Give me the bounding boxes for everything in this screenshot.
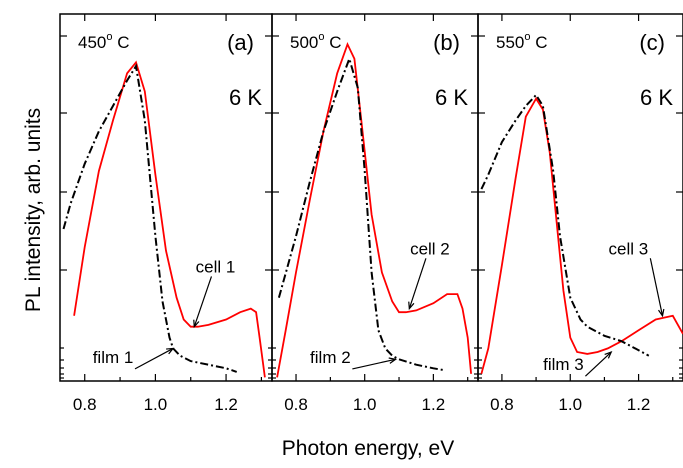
annotation-arrow	[649, 258, 664, 316]
annotation-arrow	[193, 276, 213, 327]
x-tick-label: 1.0	[353, 395, 377, 414]
panel-c-frame	[477, 13, 683, 382]
x-tick-label: 1.0	[144, 395, 168, 414]
x-axis-label: Photon energy, eV	[282, 437, 454, 460]
panel-b: 0.8 1.0 1.2 cell 2 film 2 500o C (b) 6 K	[271, 13, 479, 414]
annotation-arrow	[585, 351, 612, 377]
annotation-label: film 2	[310, 348, 351, 367]
arrow-head	[658, 308, 665, 318]
x-tick-label: 1.2	[422, 395, 446, 414]
series-film-3	[480, 93, 650, 357]
series-cell-3	[480, 96, 683, 375]
measurement-temperature: 6 K	[435, 85, 468, 110]
panel-label: (a)	[227, 30, 254, 55]
temperature-label: 550o C	[496, 31, 548, 52]
panel-label: (b)	[433, 30, 460, 55]
x-tick-label: 1.2	[214, 395, 238, 414]
x-tick-label: 0.8	[73, 395, 97, 414]
y-axis-label: PL intensity, arb. units	[22, 108, 45, 312]
annotation-arrow	[134, 347, 174, 370]
x-tick-label: 1.0	[558, 395, 582, 414]
temperature-label: 450o C	[78, 31, 130, 52]
x-tick-label: 0.8	[490, 395, 514, 414]
panel-a-frame	[59, 13, 273, 382]
arrow-head	[193, 319, 200, 329]
arrow-head	[388, 357, 398, 364]
measurement-temperature: 6 K	[229, 85, 262, 110]
annotation-arrow	[408, 258, 427, 309]
annotation-label: cell 1	[196, 257, 236, 276]
panel-b-frame	[271, 13, 479, 382]
series-cell-2	[276, 41, 472, 378]
annotation-label: cell 2	[410, 239, 450, 258]
panel-a: 0.8 1.0 1.2 cell 1 film 1 450o C (a) 6 K	[59, 13, 273, 414]
arrow-head	[166, 347, 175, 355]
panels-group: 0.8 1.0 1.2 cell 1 film 1 450o C (a) 6 K 0.8 1.0 1…	[59, 13, 683, 414]
panel-label: (c)	[639, 30, 665, 55]
series-film-2	[277, 55, 444, 372]
annotation-label: film 3	[543, 355, 584, 374]
temperature-label: 500o C	[290, 31, 342, 52]
annotation-label: cell 3	[608, 239, 648, 258]
annotation-label: film 1	[93, 348, 134, 367]
arrow-head	[408, 301, 415, 311]
annotation-arrow	[352, 358, 396, 370]
x-tick-label: 1.2	[627, 395, 651, 414]
arrow-head	[604, 350, 613, 359]
x-tick-label: 0.8	[284, 395, 308, 414]
measurement-temperature: 6 K	[640, 85, 673, 110]
series-film-1	[62, 63, 238, 373]
panel-c: 0.8 1.0 1.2 cell 3 film 3 550o C (c) 6 K	[477, 13, 683, 414]
series-cell-1	[73, 60, 266, 378]
